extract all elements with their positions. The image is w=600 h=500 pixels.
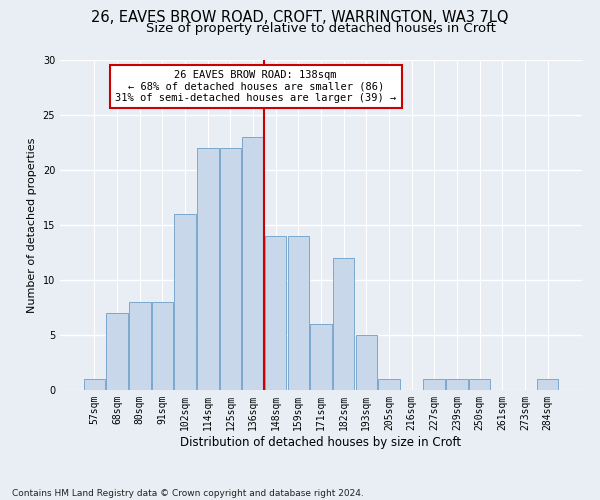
- Title: Size of property relative to detached houses in Croft: Size of property relative to detached ho…: [146, 22, 496, 35]
- Text: Contains HM Land Registry data © Crown copyright and database right 2024.: Contains HM Land Registry data © Crown c…: [12, 488, 364, 498]
- Bar: [84, 379, 105, 390]
- X-axis label: Distribution of detached houses by size in Croft: Distribution of detached houses by size …: [181, 436, 461, 448]
- Bar: [356, 335, 377, 390]
- Bar: [287, 236, 309, 390]
- Bar: [310, 324, 332, 390]
- Bar: [106, 313, 128, 390]
- Bar: [265, 236, 286, 390]
- Bar: [537, 379, 558, 390]
- Bar: [446, 379, 467, 390]
- Bar: [152, 302, 173, 390]
- Bar: [220, 148, 241, 390]
- Bar: [242, 137, 264, 390]
- Bar: [469, 379, 490, 390]
- Bar: [197, 148, 218, 390]
- Bar: [424, 379, 445, 390]
- Bar: [333, 258, 355, 390]
- Bar: [175, 214, 196, 390]
- Y-axis label: Number of detached properties: Number of detached properties: [27, 138, 37, 312]
- Bar: [378, 379, 400, 390]
- Text: 26, EAVES BROW ROAD, CROFT, WARRINGTON, WA3 7LQ: 26, EAVES BROW ROAD, CROFT, WARRINGTON, …: [91, 10, 509, 25]
- Text: 26 EAVES BROW ROAD: 138sqm
← 68% of detached houses are smaller (86)
31% of semi: 26 EAVES BROW ROAD: 138sqm ← 68% of deta…: [115, 70, 397, 103]
- Bar: [129, 302, 151, 390]
